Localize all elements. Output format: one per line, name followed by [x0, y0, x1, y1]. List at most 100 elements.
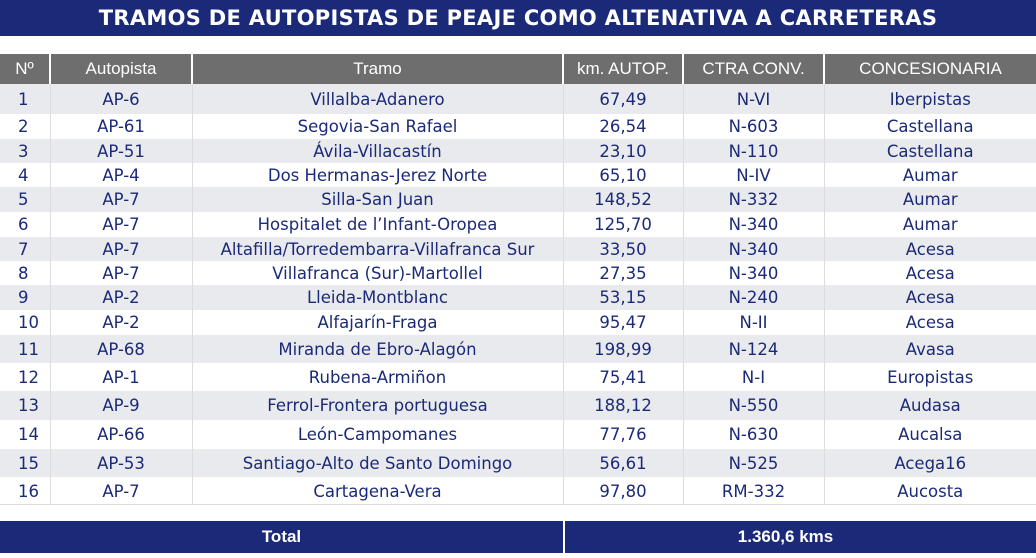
- cell-tramo: Miranda de Ebro-Alagón: [192, 335, 564, 363]
- col-header-numero: Nº: [0, 54, 51, 84]
- cell-km: 188,12: [563, 391, 684, 420]
- cell-numero: 10: [0, 310, 51, 335]
- cell-carretera: N-II: [683, 310, 825, 335]
- cell-autopista: AP-1: [50, 363, 193, 391]
- cell-carretera: N-550: [683, 391, 825, 420]
- cell-km: 33,50: [563, 237, 684, 261]
- cell-autopista: AP-7: [50, 261, 193, 285]
- cell-carretera: N-124: [683, 335, 825, 363]
- cell-autopista: AP-7: [50, 237, 193, 261]
- cell-numero: 12: [0, 363, 51, 391]
- cell-concesionaria: Europistas: [824, 363, 1036, 391]
- cell-autopista: AP-7: [50, 477, 193, 505]
- cell-autopista: AP-2: [50, 285, 193, 310]
- cell-carretera: N-525: [683, 449, 825, 477]
- cell-km: 26,54: [563, 114, 684, 139]
- cell-concesionaria: Acesa: [824, 310, 1036, 335]
- cell-carretera: N-I: [683, 363, 825, 391]
- table-row: 4 AP-4 Dos Hermanas-Jerez Norte 65,10 N-IV Au…: [0, 163, 1036, 187]
- cell-concesionaria: Acesa: [824, 237, 1036, 261]
- cell-concesionaria: Iberpistas: [824, 84, 1036, 114]
- cell-autopista: AP-9: [50, 391, 193, 420]
- cell-autopista: AP-2: [50, 310, 193, 335]
- col-header-autopista: Autopista: [50, 54, 193, 84]
- table-title: TRAMOS DE AUTOPISTAS DE PEAJE COMO ALTEN…: [0, 0, 1036, 66]
- table-row: 11 AP-68 Miranda de Ebro-Alagón 198,99 N-124…: [0, 335, 1036, 363]
- cell-km: 53,15: [563, 285, 684, 310]
- cell-autopista: AP-6: [50, 84, 193, 114]
- cell-numero: 6: [0, 212, 51, 237]
- table-row: 14 AP-66 León-Campomanes 77,76 N-630 Aucalsa: [0, 420, 1036, 449]
- cell-tramo: Lleida-Montblanc: [192, 285, 564, 310]
- cell-numero: 11: [0, 335, 51, 363]
- cell-km: 95,47: [563, 310, 684, 335]
- cell-concesionaria: Audasa: [824, 391, 1036, 420]
- cell-concesionaria: Aumar: [824, 212, 1036, 237]
- total-value: 1.360,6 kms: [737, 527, 834, 546]
- table-row: 6 AP-7 Hospitalet de l’Infant-Oropea 125,70…: [0, 212, 1036, 237]
- cell-autopista: AP-66: [50, 420, 193, 449]
- table-row: 10 AP-2 Alfajarín-Fraga 95,47 N-II Acesa: [0, 310, 1036, 335]
- cell-km: 65,10: [563, 163, 684, 187]
- cell-tramo: Segovia-San Rafael: [192, 114, 564, 139]
- cell-numero: 1: [0, 84, 51, 114]
- table-row: 7 AP-7 Altafilla/Torredembarra-Villafranca…: [0, 237, 1036, 261]
- cell-concesionaria: Aumar: [824, 163, 1036, 187]
- cell-tramo: Rubena-Armiñon: [192, 363, 564, 391]
- cell-carretera: N-340: [683, 261, 825, 285]
- cell-carretera: N-603: [683, 114, 825, 139]
- cell-concesionaria: Aumar: [824, 187, 1036, 212]
- cell-autopista: AP-68: [50, 335, 193, 363]
- col-header-tramo: Tramo: [192, 54, 564, 84]
- cell-km: 75,41: [563, 363, 684, 391]
- cell-km: 27,35: [563, 261, 684, 285]
- cell-carretera: N-630: [683, 420, 825, 449]
- cell-numero: 7: [0, 237, 51, 261]
- cell-carretera: N-IV: [683, 163, 825, 187]
- cell-tramo: Villafranca (Sur)-Martollel: [192, 261, 564, 285]
- cell-concesionaria: Acega16: [824, 449, 1036, 477]
- cell-tramo: Villalba-Adanero: [192, 84, 564, 114]
- cell-carretera: N-332: [683, 187, 825, 212]
- table-row: 13 AP-9 Ferrol-Frontera portuguesa 188,12 N-…: [0, 391, 1036, 420]
- table-row: 16 AP-7 Cartagena-Vera 97,80 RM-332 Aucosta: [0, 477, 1036, 505]
- blank-row: [0, 504, 1036, 521]
- spacer-row: [0, 36, 1036, 55]
- table-row: 1 AP-6 Villalba-Adanero 67,49 N-VI Iberpistas: [0, 84, 1036, 114]
- cell-numero: 9: [0, 285, 51, 310]
- table-row: 3 AP-51 Ávila-Villacastín 23,10 N-110 Castell…: [0, 139, 1036, 163]
- cell-concesionaria: Acesa: [824, 261, 1036, 285]
- cell-concesionaria: Castellana: [824, 139, 1036, 163]
- cell-tramo: Ferrol-Frontera portuguesa: [192, 391, 564, 420]
- col-header-concesionaria: CONCESIONARIA: [824, 54, 1036, 84]
- autopistas-table: Nº Autopista Tramo km. AUTOP. CTRA CONV.…: [0, 54, 1036, 505]
- cell-numero: 3: [0, 139, 51, 163]
- cell-autopista: AP-7: [50, 212, 193, 237]
- cell-numero: 5: [0, 187, 51, 212]
- cell-autopista: AP-51: [50, 139, 193, 163]
- col-header-km: km. AUTOP.: [563, 54, 684, 84]
- cell-carretera: N-240: [683, 285, 825, 310]
- cell-autopista: AP-4: [50, 163, 193, 187]
- cell-carretera: N-110: [683, 139, 825, 163]
- cell-autopista: AP-7: [50, 187, 193, 212]
- cell-tramo: Silla-San Juan: [192, 187, 564, 212]
- cell-tramo: Altafilla/Torredembarra-Villafranca Sur: [192, 237, 564, 261]
- cell-km: 23,10: [563, 139, 684, 163]
- table-row: 2 AP-61 Segovia-San Rafael 26,54 N-603 Castel…: [0, 114, 1036, 139]
- cell-concesionaria: Aucalsa: [824, 420, 1036, 449]
- total-bar: Total 1.360,6 kms: [0, 521, 1036, 553]
- cell-numero: 14: [0, 420, 51, 449]
- cell-tramo: Ávila-Villacastín: [192, 139, 564, 163]
- cell-numero: 16: [0, 477, 51, 505]
- cell-tramo: Cartagena-Vera: [192, 477, 564, 505]
- table-row: 5 AP-7 Silla-San Juan 148,52 N-332 Aumar: [0, 187, 1036, 212]
- cell-concesionaria: Aucosta: [824, 477, 1036, 505]
- cell-carretera: N-VI: [683, 84, 825, 114]
- col-header-carretera: CTRA CONV.: [683, 54, 825, 84]
- cell-tramo: Santiago-Alto de Santo Domingo: [192, 449, 564, 477]
- cell-autopista: AP-53: [50, 449, 193, 477]
- cell-carretera: RM-332: [683, 477, 825, 505]
- table-row: 8 AP-7 Villafranca (Sur)-Martollel 27,35 N-3…: [0, 261, 1036, 285]
- total-label: Total: [0, 521, 565, 553]
